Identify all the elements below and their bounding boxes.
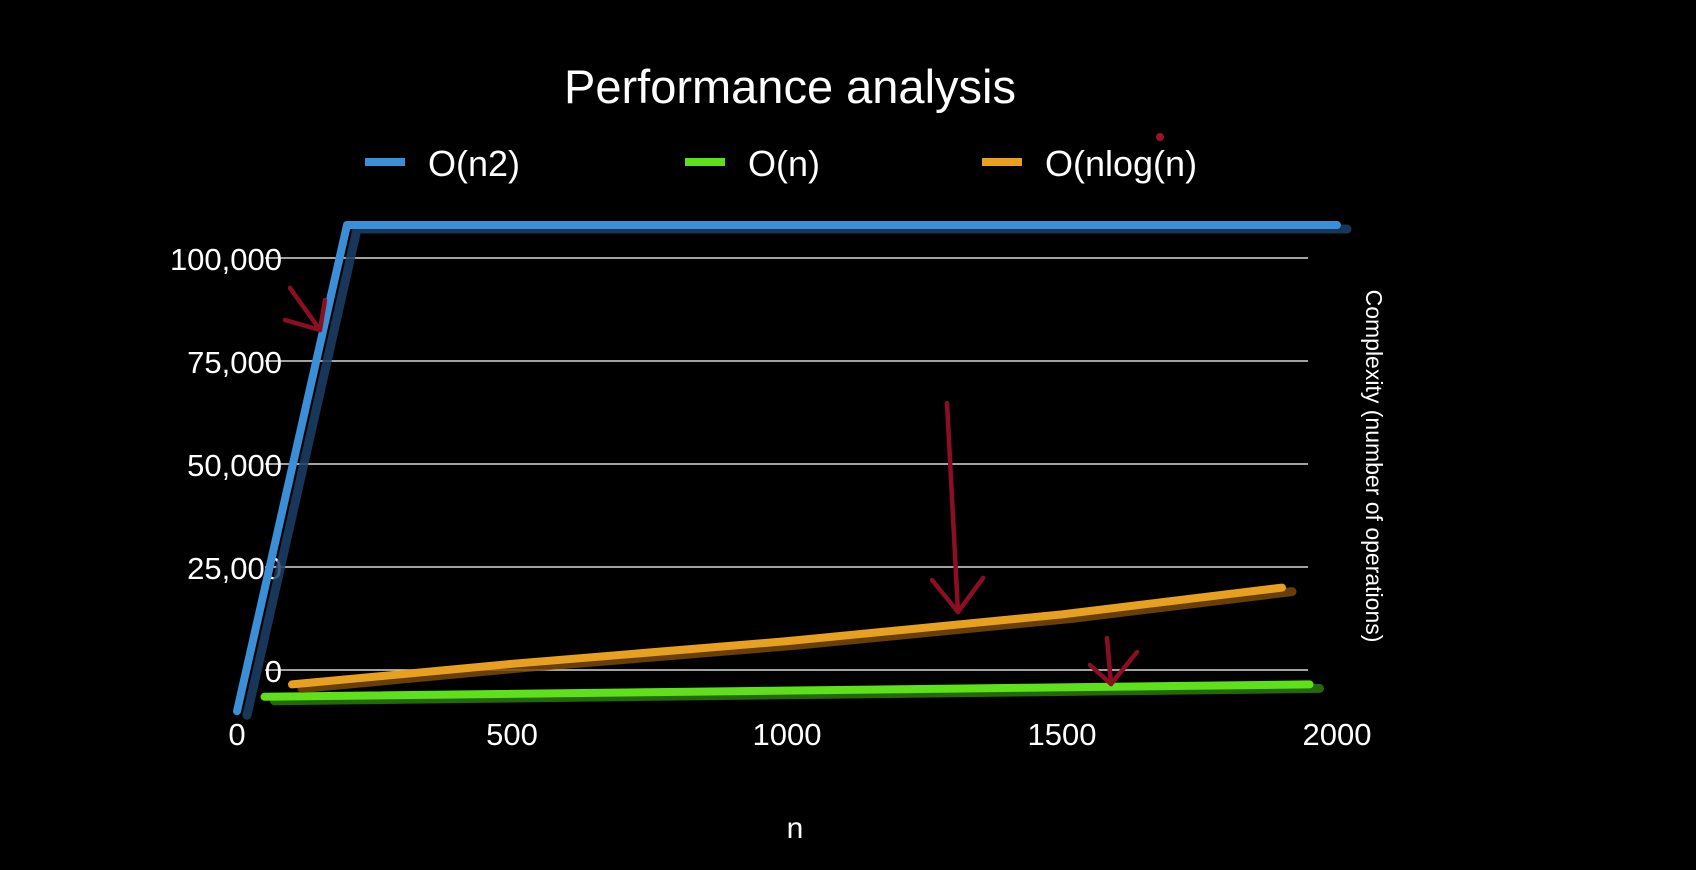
legend-swatch-2 [982,158,1022,166]
annotation-arrowhead [929,575,986,615]
legend-label-1: O(n) [748,143,820,184]
annotation-arrow [287,285,323,333]
legend-swatch-0 [365,158,405,166]
series-shadow [270,683,1324,706]
series-line-2 [288,583,1286,689]
annotation-arrows [282,285,1140,687]
chart-title: Performance analysis [564,60,1016,113]
y-tick-label: 50,000 [187,448,282,483]
y-axis-label: Complexity (number of operations) [1361,290,1387,643]
x-tick-label: 500 [486,717,538,752]
series-shadow [297,587,1297,693]
x-axis-label: n [787,812,804,845]
legend-label-2: O(nlog(n) [1045,143,1197,184]
annotation-arrowhead [1087,649,1140,687]
series-lines [233,221,1352,720]
legend-swatch-1 [685,158,725,166]
legend-label-0: O(n2) [428,143,520,184]
annotation-arrow [944,400,961,615]
grid [265,257,1308,671]
series-line-1 [260,680,1314,701]
x-tick-label: 2000 [1303,717,1372,752]
series-line-0 [233,221,1341,716]
annotation-arrowhead [282,297,328,333]
legend: O(n2) O(n) O(nlog(n) [365,133,1197,184]
y-tick-label: 0 [265,654,282,689]
pointer-dot [1156,133,1164,141]
x-tick-label: 1000 [753,717,822,752]
annotation-arrow [1104,635,1114,687]
y-tick-label: 100,000 [170,242,282,277]
x-tick-label: 1500 [1028,717,1097,752]
x-tick-label: 0 [228,717,245,752]
y-tick-label: 75,000 [187,345,282,380]
x-axis-ticks: 0 500 1000 1500 2000 [228,717,1371,752]
